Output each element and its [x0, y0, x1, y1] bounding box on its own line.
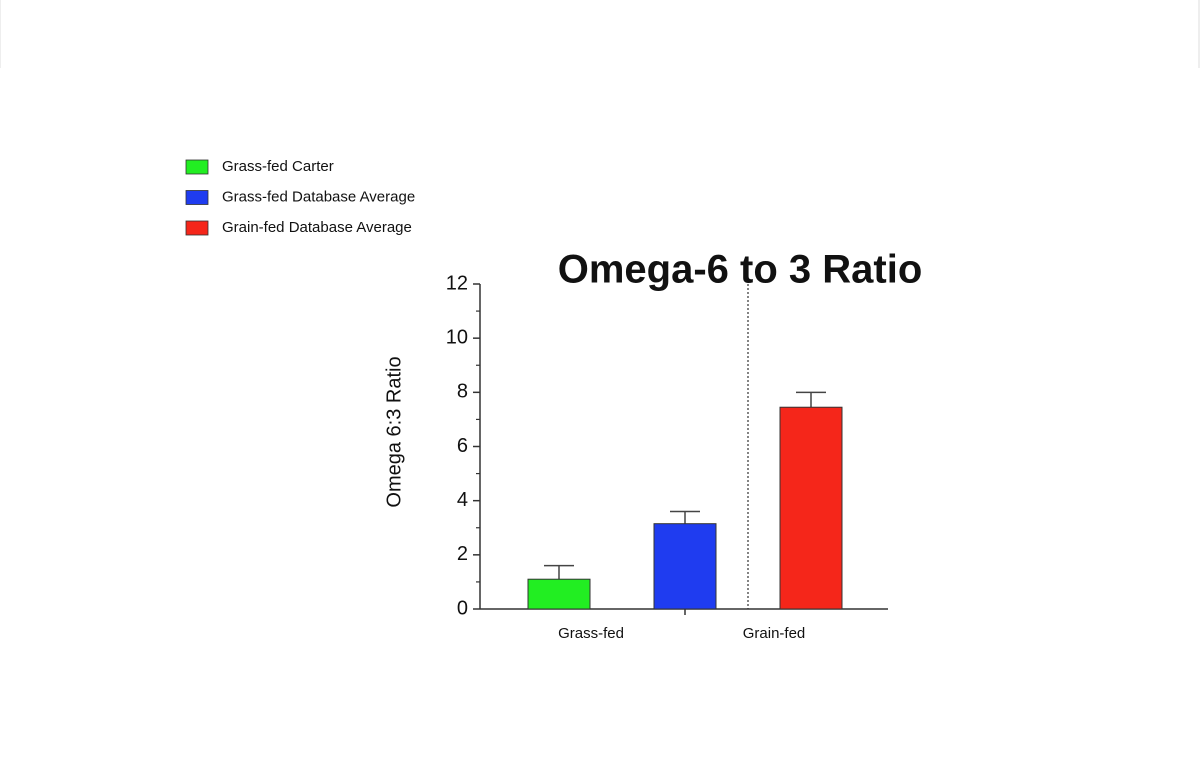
legend-swatch [185, 190, 209, 205]
x-tick-label: Grain-fed [743, 625, 806, 642]
legend-label: Grain-fed Database Average [222, 219, 412, 236]
x-tick-label: Grass-fed [558, 625, 624, 642]
y-tick-label: 10 [446, 326, 468, 348]
bar [653, 523, 717, 610]
y-tick-label: 0 [457, 597, 468, 619]
bar [527, 578, 591, 610]
y-tick-label: 2 [457, 543, 468, 565]
y-tick-label: 4 [457, 489, 468, 511]
bar [779, 406, 843, 610]
y-tick-label: 12 [446, 272, 468, 294]
y-tick-label: 8 [457, 381, 468, 403]
legend-label: Grass-fed Carter [222, 158, 334, 175]
legend-swatch [185, 159, 209, 175]
y-tick-label: 6 [457, 435, 468, 457]
y-axis-label: Omega 6:3 Ratio [383, 356, 405, 507]
legend-swatch [185, 220, 209, 236]
legend-label: Grass-fed Database Average [222, 188, 415, 205]
chart-title: Omega-6 to 3 Ratio [558, 248, 923, 292]
